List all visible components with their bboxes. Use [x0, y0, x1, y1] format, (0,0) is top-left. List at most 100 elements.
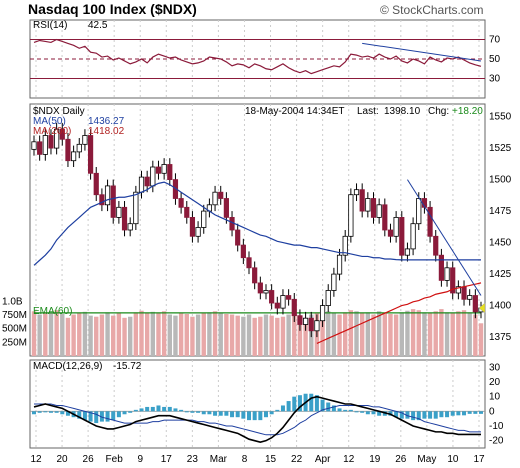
macd-histogram-bar [428, 411, 433, 419]
chg-label: Chg: [428, 106, 449, 117]
volume-bar [224, 314, 229, 356]
volume-bar [365, 312, 371, 356]
macd-tick-label: 30 [489, 362, 501, 373]
volume-tick-label: 500M [2, 324, 27, 335]
macd-histogram-bar [65, 411, 70, 416]
volume-bar [416, 310, 421, 356]
candle [286, 295, 292, 300]
candle [427, 206, 433, 237]
candle [455, 286, 461, 294]
macd-histogram-bar [371, 411, 376, 415]
x-tick-label: 10 [447, 454, 459, 465]
macd-histogram-bar [450, 411, 455, 416]
macd-histogram-bar [354, 411, 359, 413]
volume-bar [48, 312, 54, 356]
macd-histogram-bar [456, 411, 461, 416]
macd-histogram-bar [269, 411, 274, 415]
macd-histogram-bar [462, 411, 467, 416]
volume-bar [337, 314, 342, 356]
macd-histogram-bar [60, 411, 65, 415]
macd-histogram-bar [218, 411, 223, 416]
macd-histogram-bar [263, 411, 268, 418]
price-tick-label: 1425 [489, 269, 512, 280]
rsi-line [33, 38, 482, 75]
macd-label: MACD(12,26,9) [33, 361, 102, 372]
candle [37, 141, 43, 155]
x-tick-label: Feb [106, 454, 124, 465]
volume-bar [150, 311, 156, 356]
macd-histogram-bar [479, 411, 483, 414]
candle [461, 286, 467, 300]
x-tick-label: Apr [315, 454, 331, 465]
candle [65, 138, 71, 162]
price-tick-label: 1500 [489, 175, 512, 186]
volume-bar [127, 316, 133, 356]
volume-layer [31, 309, 484, 356]
candle [240, 244, 246, 259]
candle [184, 206, 190, 218]
macd-histogram-bar [439, 411, 444, 418]
volume-bar [235, 315, 240, 356]
candle [155, 166, 162, 174]
macd-line [33, 395, 481, 443]
rsi-tick-label: 30 [489, 74, 501, 85]
candle [138, 176, 145, 193]
macd-histogram-bar [275, 409, 280, 412]
macd-histogram-bar [360, 411, 365, 413]
volume-bar [43, 312, 48, 356]
volume-bar [292, 313, 297, 356]
x-tick-label: 26 [83, 454, 95, 465]
macd-histogram-bar [162, 406, 167, 412]
x-tick-label: 19 [369, 454, 381, 465]
candle [218, 191, 224, 199]
x-tick-label: 8 [242, 454, 248, 465]
volume-tick-label: 1.0B [2, 296, 23, 307]
candle [280, 295, 286, 309]
volume-bar [478, 323, 484, 356]
macd-histogram-bar [54, 411, 59, 413]
x-tick-label: 26 [395, 454, 407, 465]
macd-histogram-bar [314, 395, 319, 412]
candle [127, 223, 133, 231]
candle [269, 290, 275, 304]
price-label: $NDX Daily [33, 106, 85, 117]
candle [387, 229, 394, 237]
macd-panel [29, 359, 486, 449]
volume-bar [116, 313, 122, 356]
macd-layer [30, 393, 485, 443]
macd-histogram-bar [173, 408, 178, 412]
volume-bar [246, 314, 252, 356]
candle [59, 128, 65, 140]
candle [336, 254, 343, 275]
macd-value: -15.72 [113, 361, 142, 372]
price-tick-label: 1450 [489, 238, 512, 249]
last-price-marker [478, 302, 486, 314]
volume-bar [382, 312, 388, 356]
volume-bar [467, 312, 472, 356]
macd-histogram-bar [297, 395, 302, 412]
candle [161, 164, 167, 174]
chg-value: +18.20 [452, 106, 483, 117]
volume-bar [167, 314, 172, 356]
macd-histogram-bar [258, 411, 263, 421]
candle [93, 172, 99, 196]
last-label: Last: [357, 106, 379, 117]
macd-histogram-bar [82, 411, 87, 421]
macd-histogram-bar [473, 411, 478, 414]
macd-histogram-bar [145, 406, 150, 412]
candle [99, 194, 105, 206]
candle [359, 189, 365, 212]
macd-histogram-bar [196, 411, 201, 413]
volume-bar [122, 317, 127, 356]
price-tick-label: 1525 [489, 143, 512, 154]
chart-title: Nasdaq 100 Index ($NDX) [28, 1, 197, 17]
x-tick-label: 17 [473, 454, 485, 465]
macd-histogram-bar [399, 411, 404, 419]
volume-bar [184, 314, 189, 356]
volume-bar [31, 311, 37, 356]
rsi-tick-label: 50 [489, 54, 501, 65]
candle [116, 206, 122, 218]
volume-bar [37, 314, 42, 356]
volume-bar [133, 312, 139, 356]
